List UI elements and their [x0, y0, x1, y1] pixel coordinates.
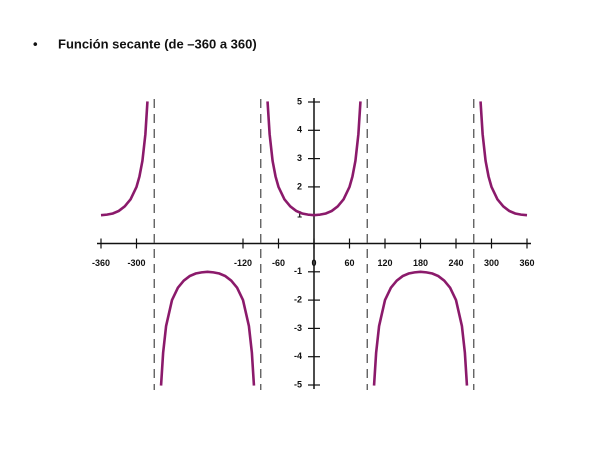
- secant-curve: [100, 101, 528, 386]
- x-tick-label: 300: [484, 258, 499, 268]
- x-tick-label: 240: [448, 258, 463, 268]
- x-tick-label: 0: [311, 258, 316, 268]
- y-tick-label: 5: [297, 96, 302, 106]
- y-tick-label: -1: [294, 266, 302, 276]
- x-tick-label: 60: [344, 258, 354, 268]
- chart-title: Función secante (de –360 a 360): [58, 36, 257, 51]
- y-tick-label: -5: [294, 379, 302, 389]
- x-tick-label: -120: [234, 258, 252, 268]
- x-tick-label: -60: [272, 258, 285, 268]
- y-tick-label: 2: [297, 181, 302, 191]
- y-tick-label: -4: [294, 351, 302, 361]
- x-tick-label: 120: [377, 258, 392, 268]
- x-tick-label: -300: [127, 258, 145, 268]
- bullet: •: [33, 36, 38, 51]
- y-tick-label: 1: [297, 210, 302, 220]
- x-tick-label: 360: [519, 258, 534, 268]
- y-tick-label: 4: [297, 125, 302, 135]
- y-tick-label: -2: [294, 294, 302, 304]
- x-tick-label: -360: [92, 258, 110, 268]
- x-tick-label: 180: [413, 258, 428, 268]
- y-tick-label: -3: [294, 323, 302, 333]
- y-tick-label: 3: [297, 153, 302, 163]
